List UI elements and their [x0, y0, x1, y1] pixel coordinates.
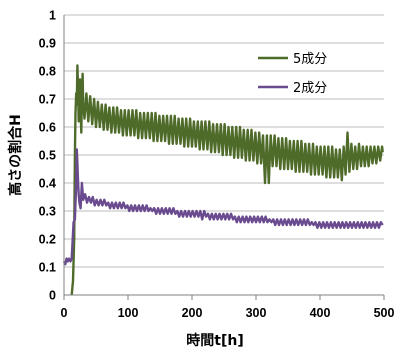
x-tick-labels: 0 100 200 300 400 500 [61, 306, 395, 320]
x-axis-title: 時間t[h] [186, 332, 243, 349]
y-tick-label: 0.4 [39, 177, 56, 191]
y-tick-label: 0.1 [39, 261, 56, 275]
y-tick-label: 0.9 [39, 37, 56, 51]
y-tick-labels: 0 0.1 0.2 0.3 0.4 0.5 0.6 0.7 0.8 0.9 1 [39, 9, 56, 303]
y-tick-label: 0.2 [39, 233, 56, 247]
x-tick-label: 400 [310, 306, 331, 320]
x-tick-label: 100 [118, 306, 139, 320]
x-tick-label: 300 [246, 306, 267, 320]
y-tick-label: 0.3 [39, 205, 56, 219]
y-tick-label: 0.7 [39, 93, 56, 107]
axes [63, 15, 385, 300]
y-tick-label: 0.5 [39, 149, 56, 163]
legend-label-1: 5成分 [293, 52, 327, 67]
x-tick-label: 0 [61, 306, 68, 320]
y-tick-label: 1 [49, 9, 56, 23]
series-line-1 [70, 64, 384, 296]
legend: 5成分 2成分 [258, 52, 327, 96]
y-axis-title: 高さの割合H [7, 114, 24, 196]
legend-label-2: 2成分 [293, 81, 327, 96]
y-tick-label: 0.8 [39, 65, 56, 79]
series-layer [62, 64, 384, 296]
x-tick-label: 500 [374, 306, 395, 320]
series-line-2 [62, 148, 384, 266]
y-tick-label: 0 [49, 289, 56, 303]
x-tick-label: 200 [182, 306, 203, 320]
y-tick-label: 0.6 [39, 121, 56, 135]
